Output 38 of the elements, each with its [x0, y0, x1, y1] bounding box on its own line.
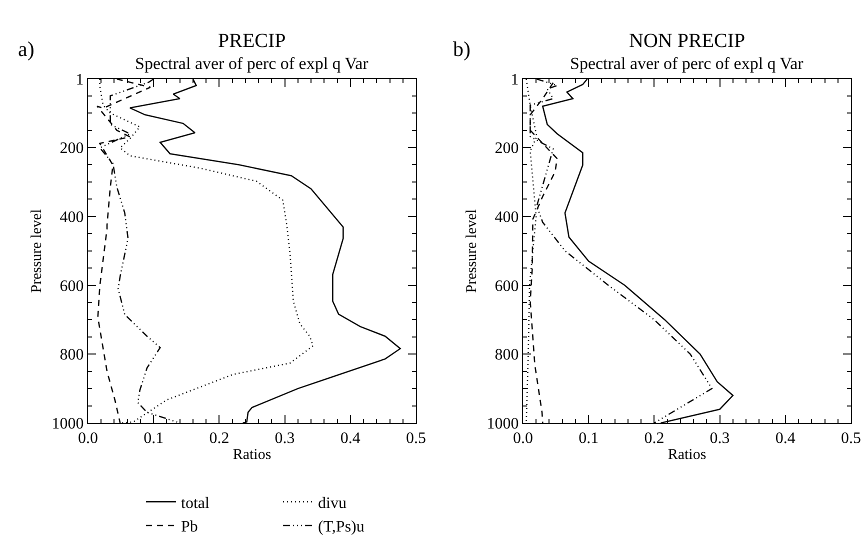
- text: a): [18, 37, 34, 61]
- x-tick-label: 0.5: [406, 430, 426, 448]
- x-tick-label: 0.0: [513, 430, 533, 448]
- y-tick-label: 400: [60, 208, 84, 226]
- legend-label: divu: [318, 494, 346, 512]
- y-tick-label: 1: [76, 72, 84, 89]
- legend-label: Pb: [181, 518, 198, 536]
- chart-title: PRECIP: [218, 30, 286, 52]
- x-tick-label: 0.1: [144, 430, 164, 448]
- y-axis-title: Pressure level: [29, 209, 46, 293]
- x-axis-title: Ratios: [232, 447, 272, 464]
- x-axis-title: Ratios: [668, 447, 706, 464]
- x-tick-label: 0.4: [340, 430, 360, 448]
- chart-subtitle: Spectral aver of perc of expl q Var: [570, 54, 804, 73]
- x-tick-label: 0.2: [209, 430, 230, 448]
- y-tick-label: 600: [60, 278, 84, 295]
- y-tick-label: 200: [494, 140, 519, 158]
- text: b): [453, 37, 470, 61]
- y-tick-label: 1000: [486, 416, 519, 433]
- y-tick-label: 400: [494, 208, 519, 226]
- y-tick-label: 600: [494, 278, 519, 295]
- y-tick-label: 1000: [52, 416, 84, 433]
- x-tick-label: 0.1: [578, 430, 599, 448]
- x-tick-label: 0.3: [274, 430, 295, 448]
- y-tick-label: 800: [60, 346, 84, 364]
- y-tick-label: 200: [60, 140, 84, 158]
- chart-title: NON PRECIP: [629, 30, 746, 52]
- y-tick-label: 1: [510, 72, 519, 89]
- x-tick-label: 0.4: [775, 430, 796, 448]
- x-tick-label: 0.2: [644, 430, 664, 448]
- chart-subtitle: Spectral aver of perc of expl q Var: [135, 54, 369, 73]
- y-tick-label: 800: [494, 346, 519, 364]
- legend-label: total: [181, 494, 210, 512]
- legend-label: (T,Ps)u: [318, 518, 364, 536]
- x-tick-label: 0.0: [78, 430, 98, 448]
- y-axis-title: Pressure level: [464, 209, 480, 293]
- x-tick-label: 0.3: [710, 430, 730, 448]
- x-tick-label: 0.5: [841, 430, 861, 448]
